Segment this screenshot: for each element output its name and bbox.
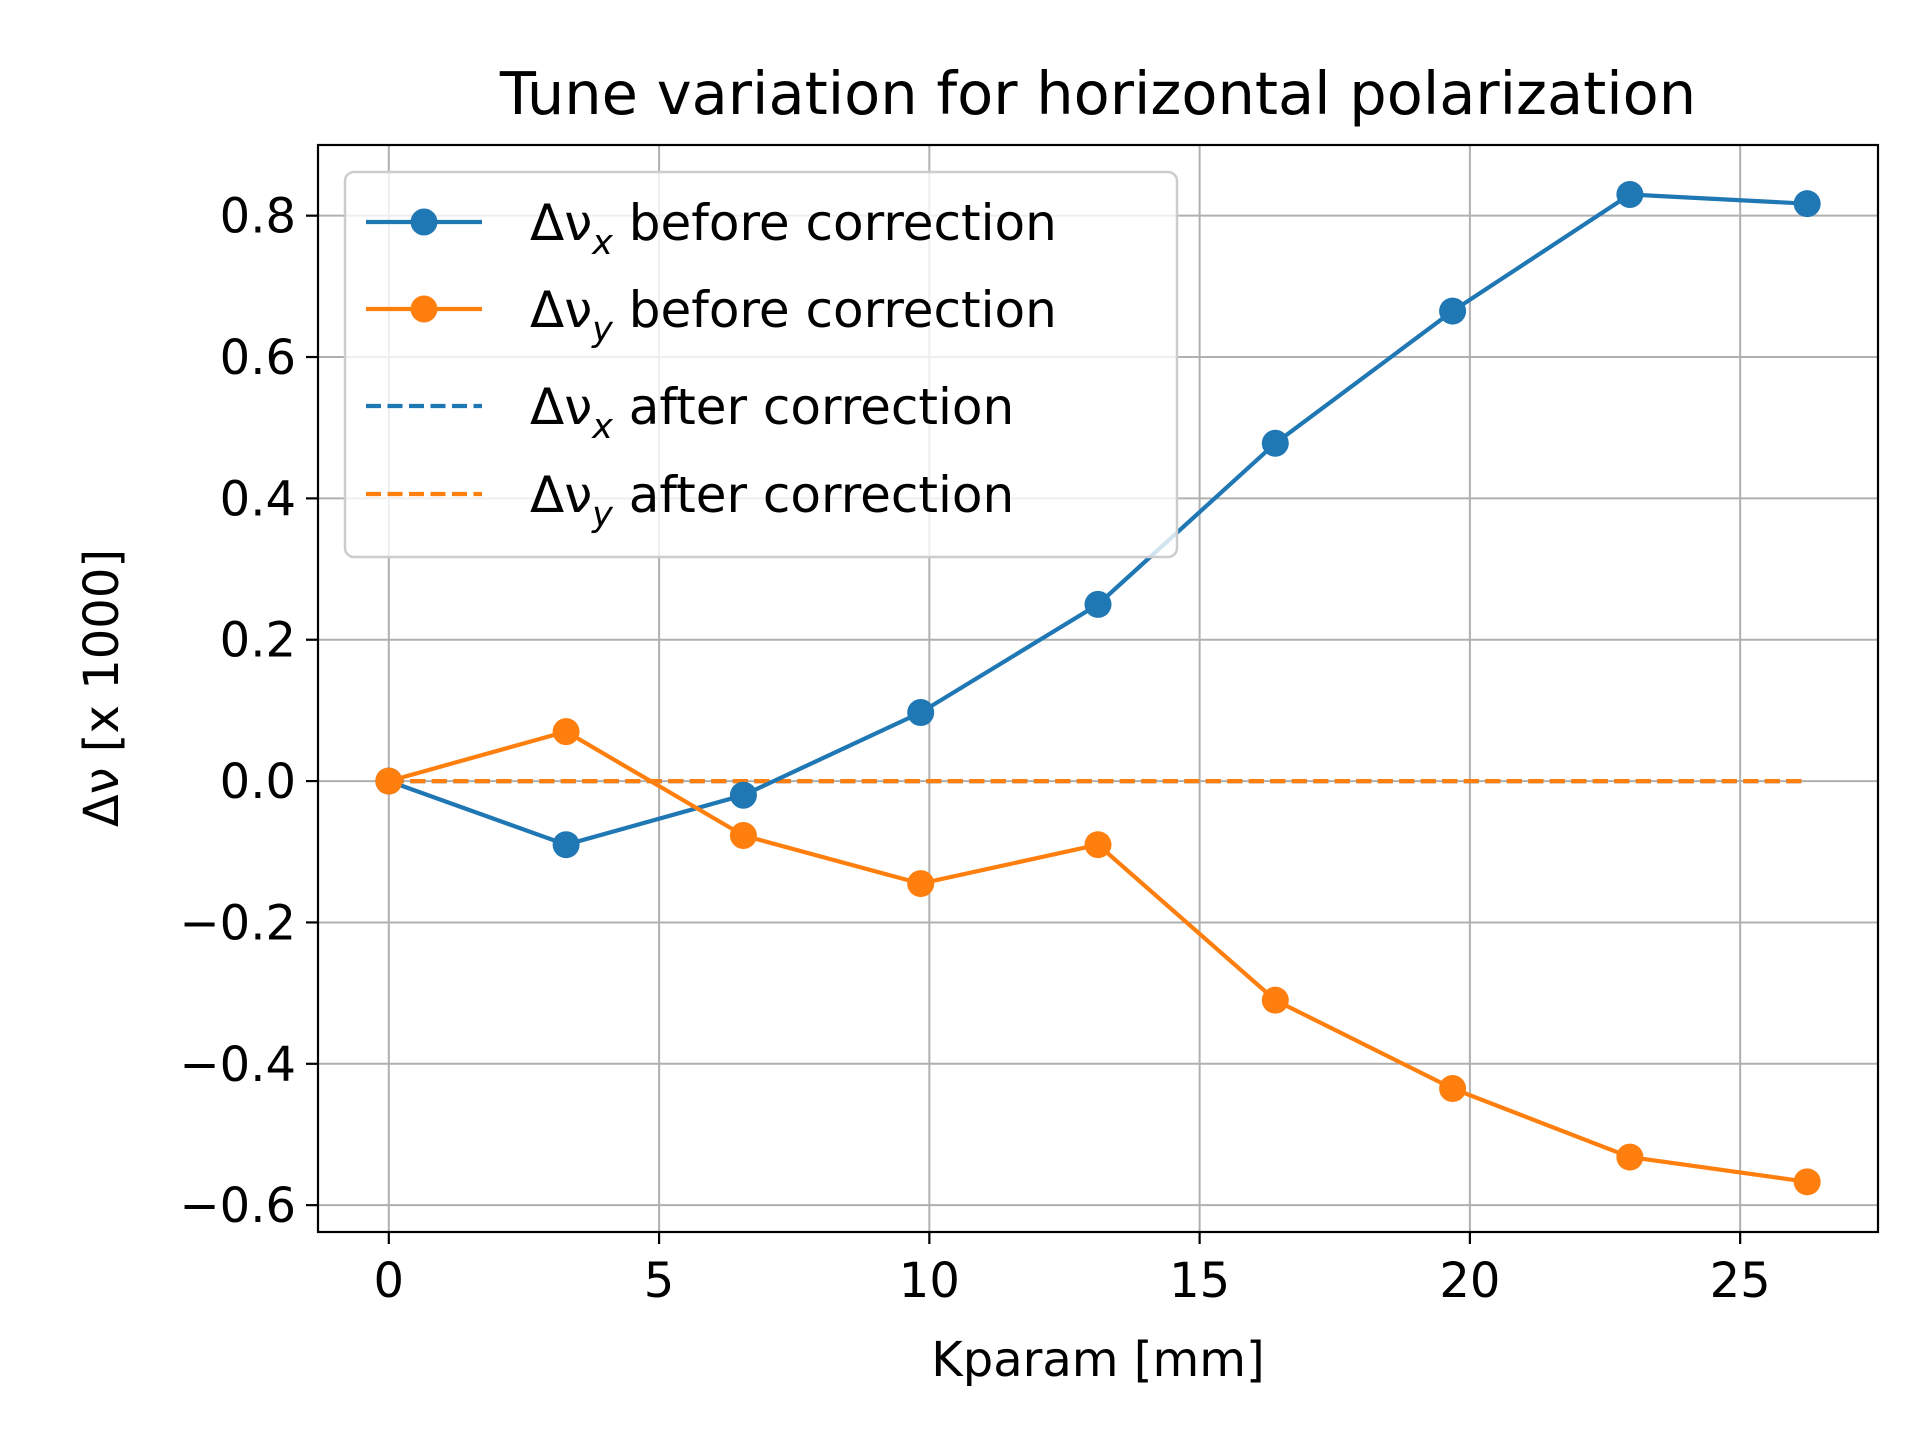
- x-tick-label: 5: [644, 1253, 675, 1309]
- legend-marker: [410, 295, 438, 323]
- data-point: [1793, 190, 1821, 218]
- x-tick-label: 10: [899, 1253, 960, 1309]
- y-tick-label: 0.0: [220, 754, 296, 810]
- data-point: [375, 767, 403, 795]
- data-point: [1616, 1143, 1644, 1171]
- data-point: [907, 870, 935, 898]
- legend-label-base: Δν: [530, 466, 592, 524]
- legend-label-base: Δν: [530, 194, 592, 252]
- data-point: [1261, 986, 1289, 1014]
- legend-label-subscript: x: [591, 407, 613, 447]
- data-point: [552, 718, 580, 746]
- legend-label-rest: after correction: [613, 466, 1014, 524]
- x-tick-label: 25: [1710, 1253, 1771, 1309]
- x-tick-label: 15: [1169, 1253, 1230, 1309]
- legend-label-subscript: y: [591, 310, 614, 350]
- data-point: [1084, 831, 1112, 859]
- legend-label-base: Δν: [530, 378, 592, 436]
- axes-frame: [316, 143, 1880, 1234]
- legend-label: Δνx after correction: [530, 378, 1014, 447]
- y-tick-label: 0.8: [220, 189, 296, 245]
- data-point: [729, 781, 757, 809]
- ticks: 0 5 10 15 20 25 −0.6 −0.4 −0.2 0.0 0.2 0.4 0.6 0.8: [179, 189, 1770, 1309]
- legend-label: Δνy before correction: [530, 281, 1057, 350]
- legend-box: [343, 170, 1179, 559]
- data-point: [1793, 1168, 1821, 1196]
- y-axis-label: Δν [x 1000]: [74, 549, 130, 827]
- y-tick-label: −0.2: [179, 895, 296, 951]
- legend-label-subscript: y: [591, 495, 614, 535]
- data-point: [729, 822, 757, 850]
- data-point: [1439, 1075, 1467, 1103]
- legend-label-subscript: x: [591, 223, 613, 263]
- chart-title: Tune variation for horizontal polarizati…: [499, 59, 1696, 128]
- legend-label-rest: before correction: [613, 281, 1057, 339]
- x-axis-label: Kparam [mm]: [931, 1332, 1265, 1388]
- data-point: [1616, 180, 1644, 208]
- data-point: [1261, 429, 1289, 457]
- y-tick-label: 0.2: [220, 613, 296, 669]
- series-group: [375, 180, 1821, 1196]
- data-point: [1439, 297, 1467, 325]
- legend-marker: [410, 208, 438, 236]
- legend-label-rest: after correction: [613, 378, 1014, 436]
- y-tick-label: 0.6: [220, 330, 296, 386]
- y-tick-label: −0.6: [179, 1178, 296, 1234]
- legend-label: Δνx before correction: [530, 194, 1057, 263]
- y-tick-label: −0.4: [179, 1037, 296, 1093]
- legend-label-rest: before correction: [613, 194, 1057, 252]
- legend-label-base: Δν: [530, 281, 592, 339]
- data-point: [907, 699, 935, 727]
- x-tick-label: 0: [374, 1253, 405, 1309]
- y-tick-label: 0.4: [220, 471, 296, 527]
- legend-label: Δνy after correction: [530, 466, 1014, 535]
- x-tick-label: 20: [1439, 1253, 1500, 1309]
- data-point: [1084, 590, 1112, 618]
- data-point: [552, 831, 580, 859]
